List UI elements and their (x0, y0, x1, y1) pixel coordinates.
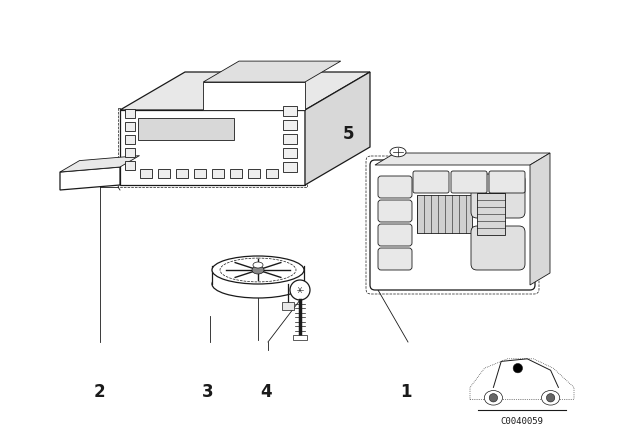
Polygon shape (375, 153, 550, 165)
Bar (125, 148, 135, 157)
Bar (125, 122, 135, 131)
Bar (293, 335, 307, 340)
FancyBboxPatch shape (378, 248, 412, 270)
Polygon shape (204, 61, 340, 82)
Text: C0040059: C0040059 (500, 417, 543, 426)
Polygon shape (60, 167, 120, 190)
FancyBboxPatch shape (489, 171, 525, 193)
Bar (125, 135, 135, 144)
Bar (125, 161, 135, 170)
Polygon shape (204, 82, 305, 110)
Polygon shape (120, 72, 370, 110)
Polygon shape (120, 110, 305, 185)
Bar (176, 169, 188, 178)
Bar (212, 169, 224, 178)
Text: 1: 1 (401, 383, 412, 401)
Ellipse shape (253, 262, 263, 268)
Bar (283, 120, 297, 130)
Bar (158, 169, 170, 178)
Circle shape (489, 394, 497, 402)
Bar (417, 195, 472, 233)
Bar (248, 169, 260, 178)
Bar (212, 266, 304, 284)
Ellipse shape (484, 391, 502, 405)
FancyBboxPatch shape (378, 176, 412, 198)
Bar (230, 169, 242, 178)
FancyBboxPatch shape (378, 200, 412, 222)
Bar (138, 118, 234, 140)
Polygon shape (60, 155, 140, 172)
Bar (282, 302, 294, 310)
Bar (283, 134, 297, 144)
Polygon shape (530, 153, 550, 285)
Ellipse shape (212, 270, 304, 298)
Ellipse shape (390, 147, 406, 157)
Bar (477, 193, 505, 235)
Polygon shape (305, 72, 370, 185)
Ellipse shape (252, 266, 264, 274)
Bar (283, 162, 297, 172)
Circle shape (547, 394, 555, 402)
Bar (140, 169, 152, 178)
Bar (194, 169, 206, 178)
Ellipse shape (212, 256, 304, 284)
FancyBboxPatch shape (378, 224, 412, 246)
Bar (283, 148, 297, 158)
Circle shape (290, 280, 310, 300)
FancyBboxPatch shape (471, 174, 525, 218)
Ellipse shape (220, 258, 296, 282)
Circle shape (513, 363, 522, 373)
FancyBboxPatch shape (471, 226, 525, 270)
Bar (266, 169, 278, 178)
Bar (125, 109, 135, 118)
Ellipse shape (541, 391, 560, 405)
Text: 5: 5 (343, 125, 355, 143)
Bar (118, 108, 307, 187)
Text: 2: 2 (93, 383, 105, 401)
Text: 3: 3 (202, 383, 214, 401)
FancyBboxPatch shape (451, 171, 487, 193)
Bar (283, 106, 297, 116)
FancyBboxPatch shape (413, 171, 449, 193)
Text: 4: 4 (260, 383, 271, 401)
FancyBboxPatch shape (370, 160, 535, 290)
